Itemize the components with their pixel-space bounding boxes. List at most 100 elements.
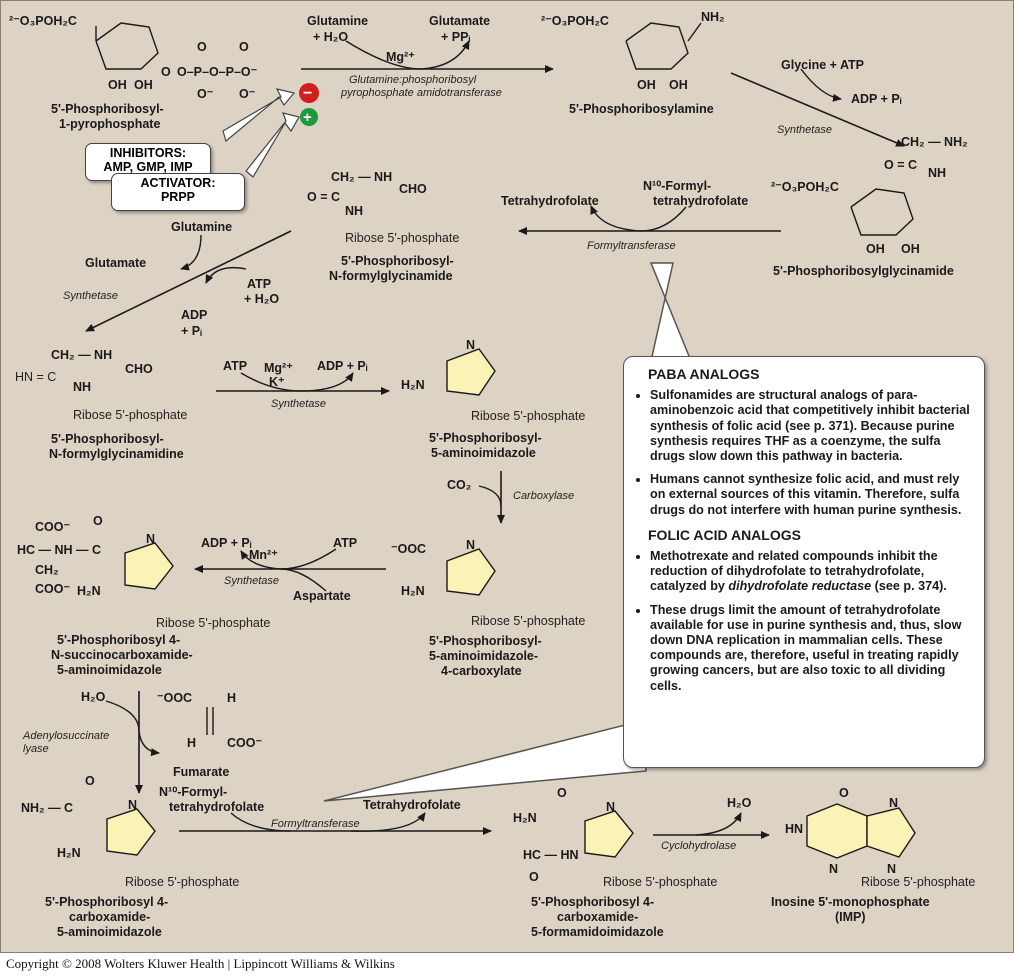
svg-text:COO⁻: COO⁻ [35, 520, 70, 534]
svg-text:Ribose 5'-phosphate: Ribose 5'-phosphate [73, 408, 187, 422]
svg-text:HN: HN [785, 822, 803, 836]
svg-text:ATP: ATP [333, 536, 357, 550]
svg-text:CH₂: CH₂ [35, 563, 59, 577]
svg-text:Mg²⁺: Mg²⁺ [386, 50, 415, 64]
pra-molecule: ²⁻O₃POH₂C NH₂ OH OH 5'-Phosphoribosylamin… [541, 10, 725, 116]
paba-bullet-2: Humans cannot synthesize folic acid, and… [650, 472, 972, 518]
reaction-fgam-synthetase: Glutamine Glutamate ATP + H₂O ADP + Pᵢ S… [63, 220, 292, 338]
svg-text:ADP + Pᵢ: ADP + Pᵢ [201, 536, 252, 550]
activator-heading: ACTIVATOR: [140, 176, 216, 190]
svg-text:²⁻O₃POH₂C: ²⁻O₃POH₂C [771, 180, 839, 194]
svg-text:OH: OH [637, 78, 656, 92]
svg-text:H₂N: H₂N [401, 378, 425, 392]
svg-text:OH: OH [669, 78, 688, 92]
svg-text:5'-Phosphoribosyl 4-: 5'-Phosphoribosyl 4- [531, 895, 654, 909]
svg-text:CH₂ — NH: CH₂ — NH [51, 348, 112, 362]
svg-text:+ H₂O: + H₂O [244, 292, 279, 306]
svg-text:O⁻: O⁻ [197, 87, 214, 101]
pra-name: 5'-Phosphoribosylamine [569, 102, 714, 116]
svg-text:H: H [187, 736, 196, 750]
svg-text:Synthetase: Synthetase [271, 398, 326, 410]
svg-text:NH₂ — C: NH₂ — C [21, 801, 73, 815]
activator-list: PRPP [160, 190, 196, 204]
svg-text:HC — NH — C: HC — NH — C [17, 543, 101, 557]
svg-text:+: + [303, 109, 312, 126]
svg-text:Glutamate: Glutamate [429, 14, 490, 28]
svg-text:tetrahydrofolate: tetrahydrofolate [169, 800, 264, 814]
svg-text:Mg²⁺: Mg²⁺ [264, 361, 293, 375]
paba-bullet-1: Sulfonamides are structural analogs of p… [650, 388, 972, 464]
svg-text:K⁺: K⁺ [269, 375, 285, 389]
svg-text:5'-Phosphoribosyl-: 5'-Phosphoribosyl- [429, 634, 542, 648]
prpp-ribose-ring [95, 22, 159, 70]
inhibitors-heading: INHIBITORS: [109, 146, 187, 160]
svg-text:5-aminoimidazole: 5-aminoimidazole [57, 925, 162, 939]
fumarate-molecule: ⁻OOC H H COO⁻ Fumarate [157, 691, 262, 779]
svg-text:Aspartate: Aspartate [293, 589, 351, 603]
svg-text:HC — HN: HC — HN [523, 848, 579, 862]
folic-bullet-2: These drugs limit the amount of tetrahyd… [650, 603, 972, 694]
reaction-gar-synthetase: Glycine + ATP ADP + Pᵢ Synthetase [730, 58, 905, 147]
svg-text:O = C: O = C [307, 190, 340, 204]
svg-text:carboxamide-: carboxamide- [557, 910, 638, 924]
inhibitor-callout-arrow [222, 88, 296, 143]
reaction-air-synthetase: ATP Mg²⁺ K⁺ ADP + Pᵢ Synthetase [216, 359, 390, 410]
reaction-saicar-synthetase: ATP Aspartate Mn²⁺ ADP + Pᵢ Synthetase [194, 536, 386, 603]
svg-text:COO⁻: COO⁻ [35, 582, 70, 596]
svg-text:Glutamine: Glutamine [307, 14, 368, 28]
svg-text:Ribose 5'-phosphate: Ribose 5'-phosphate [861, 875, 975, 889]
reaction-amidotransferase: Glutamine + H₂O Glutamate + PPᵢ Mg²⁺ Glu… [301, 14, 554, 99]
svg-text:N: N [466, 538, 475, 552]
prpp-pyrophosphate: O–P–O–P–O⁻ [177, 65, 258, 79]
svg-text:4-carboxylate: 4-carboxylate [441, 664, 522, 678]
svg-text:N¹⁰-Formyl-: N¹⁰-Formyl- [643, 179, 711, 193]
svg-text:Tetrahydrofolate: Tetrahydrofolate [363, 798, 461, 812]
svg-text:tetrahydrofolate: tetrahydrofolate [653, 194, 748, 208]
reaction-carboxylase: CO₂ Carboxylase [447, 471, 574, 524]
svg-text:Cyclohydrolase: Cyclohydrolase [661, 840, 736, 852]
svg-text:CH₂ — NH₂: CH₂ — NH₂ [901, 135, 968, 149]
svg-text:CO₂: CO₂ [447, 478, 471, 492]
aicar-molecule: NH₂ — C O N H₂N Ribose 5'-phosphate 5'-P… [21, 774, 239, 939]
svg-text:CHO: CHO [399, 182, 427, 196]
svg-text:N¹⁰-Formyl-: N¹⁰-Formyl- [159, 785, 227, 799]
svg-text:5-aminoimidazole: 5-aminoimidazole [57, 663, 162, 677]
svg-text:+ PPᵢ: + PPᵢ [441, 30, 470, 44]
svg-text:NH: NH [73, 380, 91, 394]
svg-text:⁻OOC: ⁻OOC [157, 691, 192, 705]
svg-text:N: N [128, 798, 137, 812]
svg-text:(IMP): (IMP) [835, 910, 866, 924]
svg-text:5'-Phosphoribosyl-: 5'-Phosphoribosyl- [51, 432, 164, 446]
svg-text:−: − [303, 85, 312, 102]
svg-text:Ribose 5'-phosphate: Ribose 5'-phosphate [471, 409, 585, 423]
faicar-molecule: O H₂N N HC — HN O Ribose 5'-phosphate 5'… [513, 786, 717, 939]
svg-text:OH: OH [901, 242, 920, 256]
svg-text:Ribose 5'-phosphate: Ribose 5'-phosphate [603, 875, 717, 889]
cair-molecule: N ⁻OOC H₂N Ribose 5'-phosphate 5'-Phosph… [391, 538, 585, 678]
svg-text:N: N [889, 796, 898, 810]
svg-text:OH: OH [134, 78, 153, 92]
svg-text:O: O [93, 514, 103, 528]
svg-text:H₂N: H₂N [401, 584, 425, 598]
folic-heading: FOLIC ACID ANALOGS [648, 526, 801, 543]
svg-text:ADP: ADP [181, 308, 207, 322]
svg-text:N-formylglycinamide: N-formylglycinamide [329, 269, 453, 283]
svg-text:Carboxylase: Carboxylase [513, 490, 574, 502]
svg-text:H₂O: H₂O [727, 796, 752, 810]
svg-text:H₂O: H₂O [81, 690, 106, 704]
svg-text:OH: OH [108, 78, 127, 92]
svg-text:²⁻O₃POH₂C: ²⁻O₃POH₂C [541, 14, 609, 28]
svg-text:O: O [557, 786, 567, 800]
svg-text:Synthetase: Synthetase [777, 124, 832, 136]
svg-text:5'-Phosphoribosyl-: 5'-Phosphoribosyl- [429, 431, 542, 445]
prpp-name-line1: 5'-Phosphoribosyl- [51, 102, 164, 116]
svg-text:⁻OOC: ⁻OOC [391, 542, 426, 556]
svg-text:O: O [239, 40, 249, 54]
svg-text:O: O [197, 40, 207, 54]
svg-text:NH: NH [345, 204, 363, 218]
svg-text:O⁻: O⁻ [239, 87, 256, 101]
fumarate-name: Fumarate [173, 765, 229, 779]
reaction-gar-formyltransferase: N¹⁰-Formyl- tetrahydrofolate Tetrahydrof… [501, 179, 781, 252]
svg-text:Glutamine: Glutamine [171, 220, 232, 234]
